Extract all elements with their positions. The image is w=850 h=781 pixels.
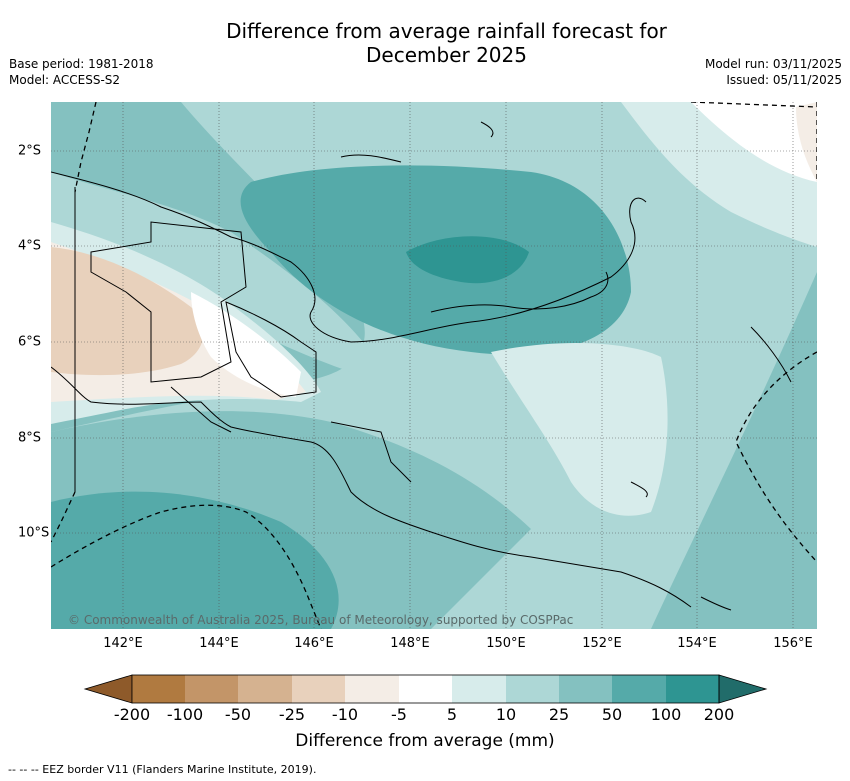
cbar-label-11: 100	[650, 705, 682, 724]
colorbar-extend-low	[83, 674, 133, 704]
map-title: Difference from average rainfall forecas…	[0, 19, 850, 67]
band-25-50-east	[651, 272, 817, 629]
province-borders	[74, 187, 412, 492]
cbar-label-5: -10	[331, 705, 359, 724]
cbar-label-7: 5	[446, 705, 458, 724]
cbar-label-1: -200	[113, 705, 151, 724]
colorbar-swatch-7	[452, 675, 506, 703]
band-minus10-west	[51, 247, 204, 376]
colorbar-swatch-5	[345, 675, 399, 703]
x-tick-154: 154°E	[677, 636, 717, 651]
gridlines	[51, 102, 817, 629]
eez-footnote: -- -- -- EEZ border V11 (Flanders Marine…	[8, 763, 317, 776]
x-tick-150: 150°E	[486, 636, 526, 651]
cbar-label-6: -5	[391, 705, 407, 724]
cbar-label-2: -100	[166, 705, 204, 724]
colorbar-swatch-3	[238, 675, 292, 703]
band-neutral-west	[191, 292, 301, 397]
meta-right: Model run: 03/11/2025 Issued: 05/11/2025	[705, 56, 842, 88]
cbar-label-10: 50	[601, 705, 623, 724]
x-tick-144: 144°E	[199, 636, 239, 651]
model-name: Model: ACCESS-S2	[9, 73, 121, 87]
colorbar-swatch-6	[399, 675, 452, 703]
eez-borders	[51, 102, 817, 629]
meta-left: Base period: 1981-2018 Model: ACCESS-S2	[9, 56, 154, 88]
cbar-label-8: 10	[495, 705, 517, 724]
colorbar-swatch-4	[292, 675, 345, 703]
colorbar-swatch-11	[666, 675, 719, 703]
band-minus-north	[796, 102, 817, 182]
x-tick-148: 148°E	[390, 636, 430, 651]
colorbar-swatch-1	[132, 675, 185, 703]
cbar-label-4: -25	[278, 705, 306, 724]
x-tick-152: 152°E	[582, 636, 622, 651]
title-line-2: December 2025	[366, 43, 527, 67]
x-tick-156: 156°E	[773, 636, 813, 651]
colorbar-title: Difference from average (mm)	[295, 731, 555, 751]
cbar-label-3: -50	[224, 705, 252, 724]
band-neutral-north	[691, 102, 817, 182]
rainfall-map	[51, 102, 817, 629]
y-tick-10s: 10°S	[18, 525, 50, 541]
colorbar-outline	[131, 674, 720, 704]
colorbar-swatch-8	[506, 675, 559, 703]
x-tick-142: 142°E	[103, 636, 143, 651]
band-100-200-center	[406, 236, 529, 284]
model-run: Model run: 03/11/2025	[704, 57, 842, 71]
base-period: Base period: 1981-2018	[9, 57, 154, 71]
coastlines	[51, 121, 792, 611]
y-tick-4s: 4°S	[18, 238, 42, 254]
colorbar	[83, 674, 768, 704]
issued-date: Issued: 05/11/2025	[726, 73, 842, 87]
y-tick-6s: 6°S	[18, 334, 42, 350]
map-area	[51, 102, 817, 629]
colorbar-swatch-2	[185, 675, 238, 703]
cbar-label-9: 25	[548, 705, 570, 724]
title-line-1: Difference from average rainfall forecas…	[226, 19, 667, 43]
colorbar-extend-high	[718, 674, 768, 704]
band-5-10-east	[491, 342, 668, 516]
band-10-25-west	[51, 172, 371, 372]
y-tick-2s: 2°S	[18, 143, 42, 159]
colorbar-swatch-10	[612, 675, 666, 703]
copyright-notice: © Commonwealth of Australia 2025, Bureau…	[68, 613, 574, 627]
colorbar-swatch-9	[559, 675, 612, 703]
x-tick-146: 146°E	[294, 636, 334, 651]
cbar-label-12: 200	[703, 705, 735, 724]
y-tick-8s: 8°S	[18, 430, 42, 446]
